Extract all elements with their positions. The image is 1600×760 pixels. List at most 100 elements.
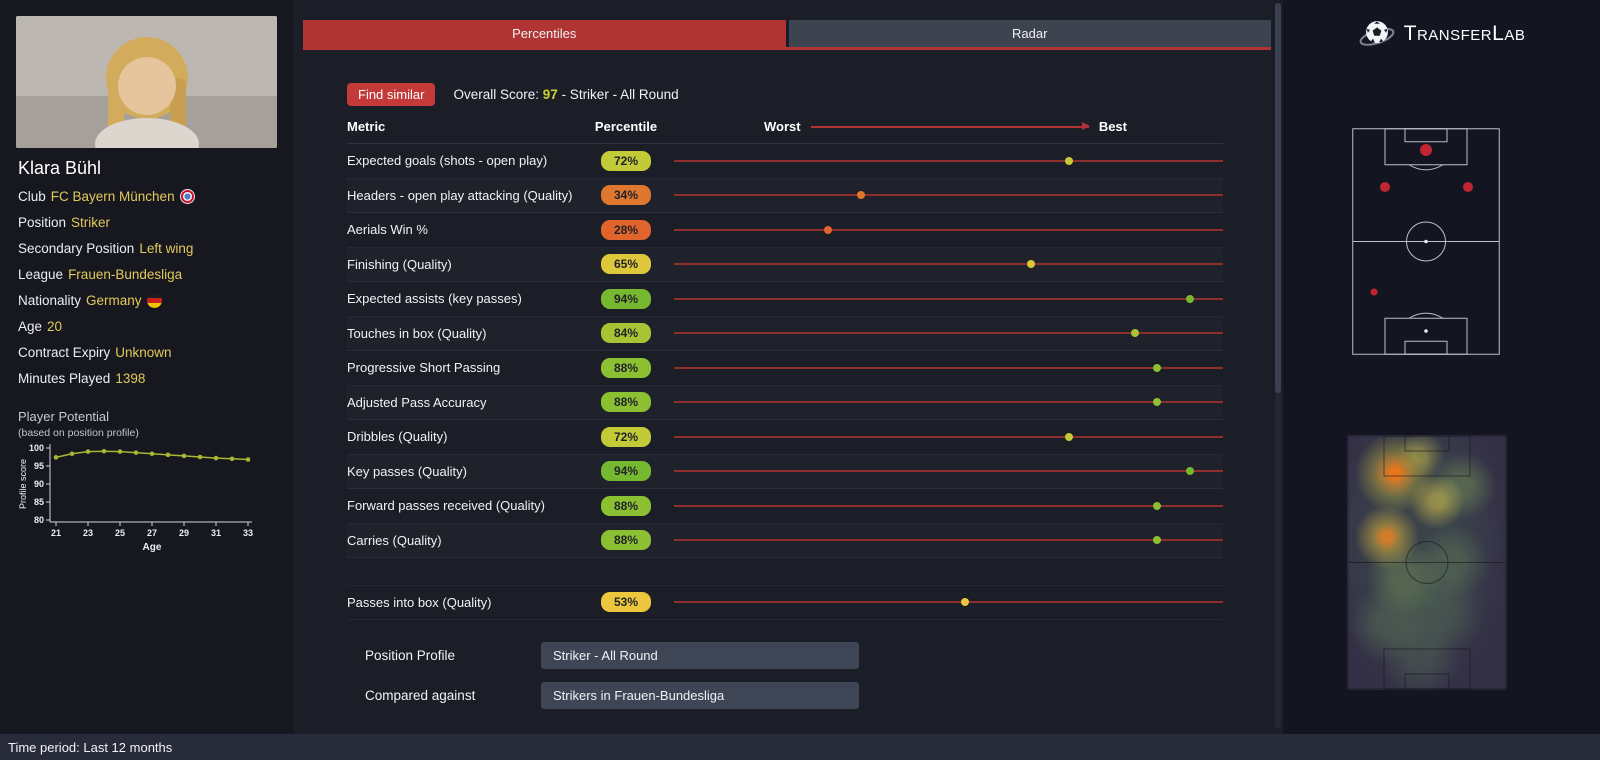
svg-text:Profile score: Profile score	[18, 459, 28, 509]
table-row: Adjusted Pass Accuracy 88%	[347, 386, 1223, 420]
svg-text:80: 80	[34, 515, 44, 525]
time-period-text: Time period: Last 12 months	[8, 739, 173, 755]
info-label: Age	[18, 319, 43, 334]
metric-label: Forward passes received (Quality)	[347, 498, 545, 514]
svg-text:23: 23	[83, 528, 93, 538]
info-value[interactable]: Left wing	[139, 241, 194, 256]
percentile-track	[674, 225, 1223, 234]
percentile-dot	[1186, 467, 1195, 476]
find-similar-button[interactable]: Find similar	[347, 83, 436, 106]
player-photo	[16, 16, 277, 148]
info-value: 20	[47, 319, 63, 334]
info-label: League	[18, 267, 64, 282]
info-value: 1398	[115, 371, 146, 386]
metric-label: Passes into box (Quality)	[347, 594, 492, 610]
metric-label: Finishing (Quality)	[347, 256, 452, 272]
player-name: Klara Bühl	[18, 158, 102, 178]
scrollbar-thumb[interactable]	[1275, 3, 1281, 393]
table-row: Key passes (Quality) 94%	[347, 455, 1223, 489]
table-row: Expected assists (key passes) 94%	[347, 282, 1223, 317]
svg-text:31: 31	[211, 528, 221, 538]
info-row: Age 20	[18, 319, 195, 334]
transferlab-logo: TRANSFERLAB	[1283, 15, 1600, 53]
svg-text:29: 29	[179, 528, 189, 538]
info-row: Nationality Germany	[18, 293, 195, 308]
info-row: Secondary Position Left wing	[18, 241, 195, 256]
percentile-track	[674, 329, 1223, 338]
info-label: Nationality	[18, 293, 82, 308]
table-row: Touches in box (Quality) 84%	[347, 317, 1223, 351]
svg-text:25: 25	[115, 528, 125, 538]
heatmap-pitch	[1347, 435, 1507, 690]
svg-text:Age: Age	[143, 542, 162, 553]
percentile-track	[674, 398, 1223, 407]
position-profile-label: Position Profile	[365, 647, 456, 663]
info-row: Minutes Played 1398	[18, 371, 195, 386]
table-row: Progressive Short Passing 88%	[347, 351, 1223, 386]
overall-score: Overall Score: 97 - Striker - All Round	[453, 87, 678, 102]
percentile-badge: 88%	[601, 530, 651, 551]
percentile-badge: 88%	[601, 392, 651, 413]
info-row: Club FC Bayern München	[18, 189, 195, 204]
percentile-badge: 28%	[601, 219, 651, 240]
table-row: Passes into box (Quality) 53%	[347, 585, 1223, 620]
info-value[interactable]: Striker	[71, 215, 111, 230]
info-value[interactable]: Frauen-Bundesliga	[68, 267, 183, 282]
percentile-track	[674, 536, 1223, 545]
svg-text:27: 27	[147, 528, 157, 538]
header-worst: Worst	[764, 119, 801, 134]
percentile-badge: 88%	[601, 357, 651, 378]
overall-score-value: 97	[542, 87, 558, 102]
player-potential-subtitle: (based on position profile)	[18, 427, 139, 439]
percentile-track	[674, 501, 1223, 510]
percentile-badge: 53%	[601, 592, 651, 613]
header-worst-best: Worst Best	[660, 119, 1223, 134]
metric-label: Headers - open play attacking (Quality)	[347, 187, 573, 203]
position-marker-left-wing	[1380, 182, 1390, 192]
header-metric: Metric	[347, 119, 386, 134]
percentile-dot	[1153, 363, 1162, 372]
info-label: Minutes Played	[18, 371, 111, 386]
profile-controls: Position Profile Striker - All Round Com…	[365, 641, 859, 709]
percentile-dot	[856, 191, 865, 200]
table-row: Forward passes received (Quality) 88%	[347, 489, 1223, 524]
percentile-badge: 94%	[601, 461, 651, 482]
percentile-track	[674, 191, 1223, 200]
tab-radar[interactable]: Radar	[788, 20, 1271, 47]
percentile-dot	[1153, 398, 1162, 407]
percentile-track	[674, 363, 1223, 372]
info-label: Club	[18, 189, 46, 204]
table-header: Metric Percentile Worst Best	[347, 119, 1223, 144]
info-value: Unknown	[115, 345, 172, 360]
percentile-dot	[823, 225, 832, 234]
worst-best-arrow-icon	[810, 122, 1091, 130]
info-label: Position	[18, 215, 67, 230]
info-row: Position Striker	[18, 215, 195, 230]
germany-flag-icon	[146, 293, 162, 308]
penalty-spot-bottom	[1424, 329, 1428, 333]
player-potential-chart: 80 85 90 95 100 21 23 25 27 29 31 33 Age Profile scor…	[16, 440, 260, 559]
toolbar: Find similar Overall Score: 97 - Striker…	[347, 83, 679, 106]
info-value[interactable]: FC Bayern München	[50, 189, 175, 204]
header-best: Best	[1098, 119, 1127, 134]
center-spot	[1424, 239, 1428, 244]
position-pitch	[1352, 128, 1500, 360]
position-profile-select[interactable]: Striker - All Round	[541, 641, 859, 669]
compared-against-select[interactable]: Strikers in Frauen-Bundesliga	[541, 681, 859, 709]
percentile-badge: 72%	[601, 150, 651, 171]
scrollbar[interactable]	[1275, 3, 1281, 729]
transferlab-wordmark: TRANSFERLAB	[1403, 22, 1526, 45]
percentile-track	[674, 156, 1223, 165]
svg-text:85: 85	[34, 497, 44, 507]
potential-chart-svg: 80 85 90 95 100 21 23 25 27 29 31 33 Age Profile scor…	[18, 443, 253, 553]
percentile-dot	[960, 598, 969, 607]
info-value: Germany	[86, 293, 142, 308]
table-row: Finishing (Quality) 65%	[347, 248, 1223, 282]
percentile-dot	[1065, 432, 1074, 441]
tab-percentiles[interactable]: Percentiles	[303, 20, 786, 47]
metric-label: Dribbles (Quality)	[347, 429, 448, 445]
right-panel: TRANSFERLAB	[1283, 0, 1600, 734]
percentile-track	[674, 294, 1223, 303]
percentile-badge: 72%	[601, 426, 651, 447]
overall-score-suffix: - Striker - All Round	[561, 87, 679, 102]
